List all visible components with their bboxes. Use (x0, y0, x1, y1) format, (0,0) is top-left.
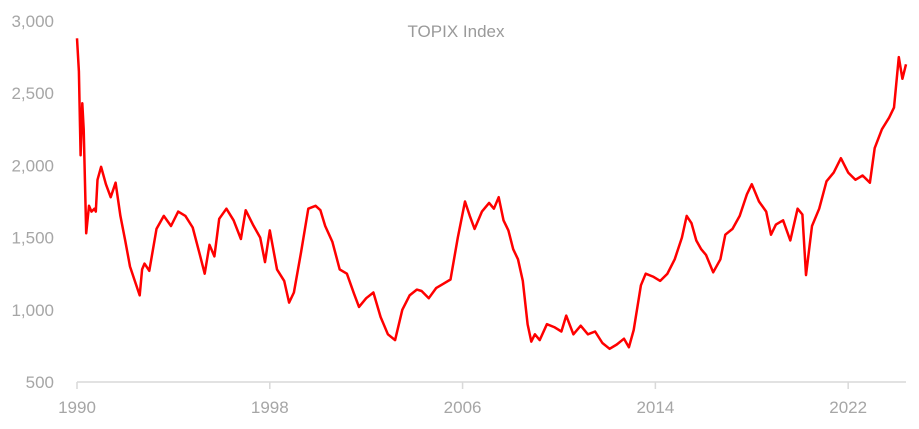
y-tick-label: 3,000 (11, 12, 54, 31)
y-tick-label: 1,000 (11, 301, 54, 320)
x-tick-label: 2006 (444, 398, 482, 417)
y-tick-label: 2,000 (11, 156, 54, 175)
y-axis: 500 1,000 1,500 2,000 2,500 3,000 (11, 12, 54, 392)
y-tick-label: 2,500 (11, 84, 54, 103)
x-tick-label: 1998 (251, 398, 289, 417)
x-tick-label: 2022 (829, 398, 867, 417)
x-tick-label: 2014 (636, 398, 674, 417)
series-line (75, 38, 908, 351)
y-tick-label: 1,500 (11, 229, 54, 248)
y-tick-label: 500 (26, 373, 54, 392)
x-tick-label: 1990 (58, 398, 96, 417)
x-axis: 1990 1998 2006 2014 2022 (58, 381, 906, 417)
chart-title: TOPIX Index (407, 22, 505, 41)
series-layer (75, 38, 908, 351)
